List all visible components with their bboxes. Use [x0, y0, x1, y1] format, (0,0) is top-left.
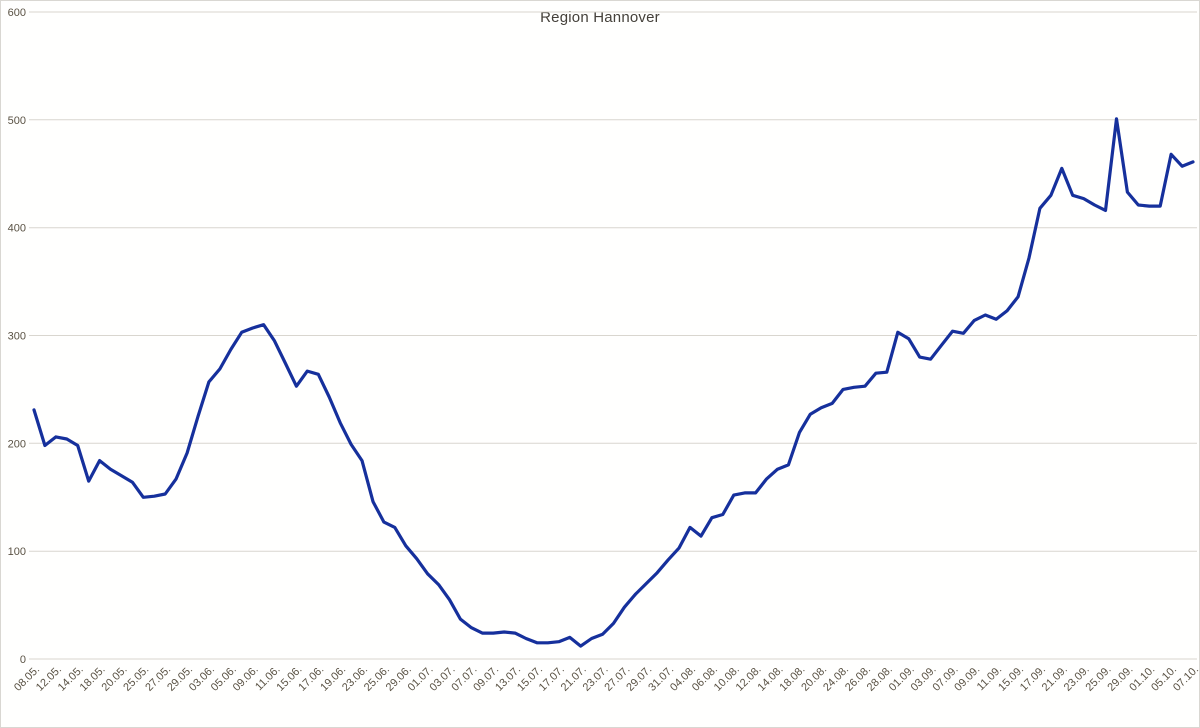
y-axis-tick-label: 100 — [8, 546, 26, 558]
series-line-region-hannover — [32, 117, 1195, 648]
chart-title: Region Hannover — [540, 9, 660, 26]
y-axis-tick-label: 300 — [8, 331, 26, 343]
y-axis-tick-label: 200 — [8, 438, 26, 450]
y-axis-tick-label: 500 — [8, 115, 26, 127]
y-axis-tick-label: 600 — [8, 7, 26, 19]
y-axis-tick-label: 0 — [20, 654, 26, 666]
x-axis-tick-label: 09.09. — [952, 664, 982, 694]
y-axis-tick-label: 400 — [8, 223, 26, 235]
